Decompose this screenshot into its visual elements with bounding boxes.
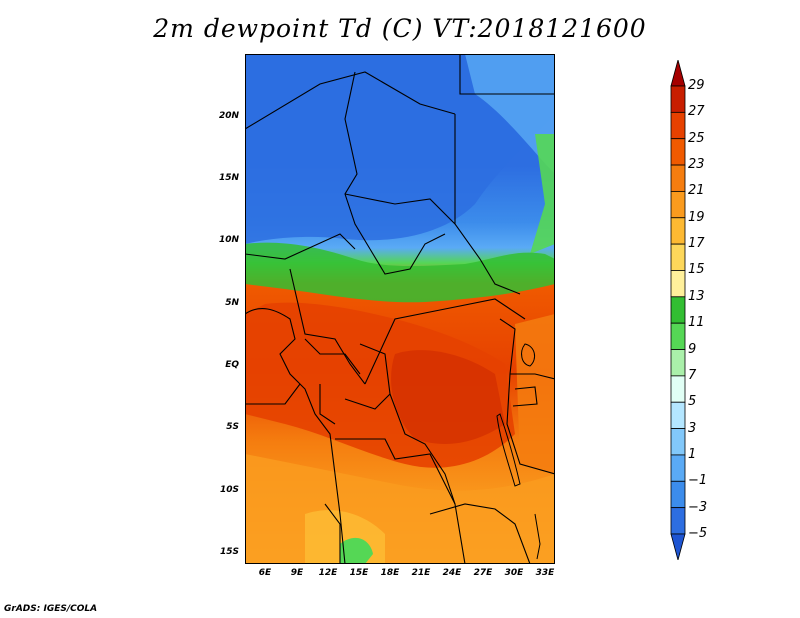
colorbar	[670, 60, 686, 560]
colorbar-segment	[670, 428, 686, 456]
colorbar-label: 7	[688, 367, 697, 383]
lon-label: 6E	[258, 568, 272, 578]
green-band	[245, 242, 555, 303]
lat-label: EQ	[225, 360, 239, 370]
colorbar-segment	[670, 111, 686, 140]
colorbar-segment	[670, 375, 686, 403]
colorbar-segment	[670, 401, 686, 429]
dewpoint-map	[245, 54, 555, 564]
colorbar-label: 9	[688, 341, 697, 357]
east-orange	[515, 314, 555, 474]
colorbar-label: 3	[688, 420, 697, 436]
colorbar-segment	[670, 85, 686, 113]
colorbar-segment	[670, 217, 686, 245]
colorbar-segment	[670, 243, 686, 271]
colorbar-label: 15	[688, 262, 705, 278]
colorbar-segment	[670, 270, 686, 298]
lon-label: 24E	[442, 568, 462, 578]
colorbar-label: 13	[688, 288, 705, 304]
moist-blue-ne	[465, 54, 555, 174]
colorbar-segment	[670, 480, 686, 509]
colorbar-label: 11	[688, 315, 705, 331]
wet-core-central	[391, 350, 505, 444]
colorbar-label: 17	[688, 236, 705, 252]
lon-label: 30E	[504, 568, 524, 578]
colorbar-segment	[670, 533, 686, 560]
lon-label: 18E	[380, 568, 400, 578]
angola-green	[340, 537, 373, 564]
colorbar-segment	[670, 138, 686, 166]
lon-label: 9E	[290, 568, 304, 578]
lon-label: 33E	[535, 568, 555, 578]
colorbar-segment	[670, 296, 686, 324]
credit-text: GrADS: IGES/COLA	[4, 604, 98, 614]
lon-label: 15E	[349, 568, 369, 578]
colorbar-label: 23	[688, 157, 705, 173]
colorbar-segment	[670, 454, 686, 482]
colorbar-label: 19	[688, 209, 705, 225]
lat-label: 10N	[218, 235, 239, 245]
lat-label: 15S	[219, 547, 239, 557]
dry-region	[245, 54, 555, 244]
colorbar-label: −3	[688, 499, 708, 515]
lon-label: 27E	[473, 568, 493, 578]
lat-label: 5S	[226, 422, 239, 432]
lon-label: 21E	[411, 568, 431, 578]
lakes	[496, 343, 541, 560]
lat-label: 10S	[219, 485, 239, 495]
colorbar-label: −1	[688, 473, 708, 489]
colorbar-segment	[670, 164, 686, 192]
colorbar-label: −5	[688, 526, 708, 541]
map-title: 2m dewpoint Td (C) VT:2018121600	[153, 14, 647, 43]
colorbar-segment	[670, 322, 686, 350]
lon-label: 12E	[318, 568, 338, 578]
lat-label: 15N	[218, 173, 239, 183]
green-ne	[530, 134, 555, 254]
lat-label: 5N	[225, 298, 239, 308]
colorbar-label: 1	[688, 446, 697, 462]
colorbar-label: 29	[688, 78, 705, 93]
colorbar-segment	[670, 349, 686, 377]
map-frame	[245, 54, 555, 564]
colorbar-segment	[670, 191, 686, 219]
colorbar-label: 25	[688, 130, 705, 146]
lat-label: 20N	[218, 111, 239, 121]
colorbar-segment	[670, 60, 686, 87]
colorbar-label: 21	[688, 183, 705, 199]
coastline	[245, 308, 346, 564]
colorbar-label: 5	[688, 394, 697, 410]
colorbar-label: 27	[688, 104, 705, 120]
country-borders	[245, 54, 555, 564]
colorbar-segment	[670, 507, 686, 535]
